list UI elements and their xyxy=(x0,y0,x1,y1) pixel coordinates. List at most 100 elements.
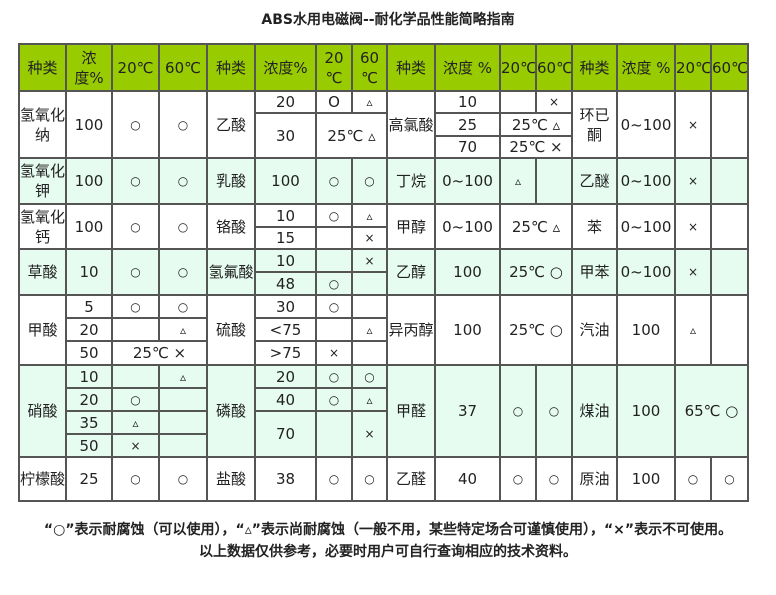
table-cell xyxy=(111,317,160,342)
table-cell: 甲醛 xyxy=(386,364,436,458)
table-cell: 0~100 xyxy=(616,203,676,250)
table-cell: ○ xyxy=(710,456,749,502)
table-cell: 100 xyxy=(434,294,501,366)
table-cell: 70 xyxy=(434,135,501,159)
table-cell xyxy=(158,410,208,435)
table-cell: 10 xyxy=(254,203,317,228)
table-cell: 30 xyxy=(254,294,317,319)
footer-notes: “○”表示耐腐蚀（可以使用），“▵”表示尚耐腐蚀（一般不用，某些特定场合可谨慎使… xyxy=(0,519,776,563)
table-row: 48 ○ xyxy=(19,271,748,296)
table-cell: 10 xyxy=(65,364,113,389)
table-cell: × xyxy=(351,410,388,458)
table-cell: 15 xyxy=(254,226,317,250)
table-cell: ○ xyxy=(158,456,208,502)
table-cell: 异丙醇 xyxy=(386,294,436,366)
table-cell: 苯 xyxy=(571,203,618,250)
table-cell: 煤油 xyxy=(571,364,618,458)
table-cell: 40 xyxy=(254,387,317,412)
table-cell: 100 xyxy=(65,90,113,159)
column-header: 种类 xyxy=(386,43,436,92)
table-cell: × xyxy=(674,248,712,296)
table-cell: 汽油 xyxy=(571,294,618,366)
table-cell: 草酸 xyxy=(18,248,67,296)
table-cell: × xyxy=(351,248,388,273)
column-header: 浓度% xyxy=(254,43,317,92)
table-cell xyxy=(315,226,353,250)
table-row: 硝酸 10 ▵ 磷酸 20 ○ ○ 甲醛 37 ○ ○ 煤油 100 65℃ ○ xyxy=(18,364,749,458)
table-cell: 100 xyxy=(434,248,501,296)
table-cell: ▵ xyxy=(351,387,388,412)
table-cell: ○ xyxy=(315,271,353,296)
table-cell xyxy=(499,90,537,114)
table-cell: 10 xyxy=(65,248,113,296)
table-cell xyxy=(111,364,160,389)
table-cell: ○ xyxy=(351,456,388,502)
table-cell: ○ xyxy=(111,294,160,319)
table-cell xyxy=(158,433,208,458)
table-cell: ▵ xyxy=(499,157,537,205)
table-cell: ○ xyxy=(499,364,537,458)
table-cell: ○ xyxy=(315,157,353,205)
column-header: 20℃ xyxy=(111,43,160,92)
table-cell: 50 xyxy=(65,433,113,458)
disclaimer-note: 以上数据仅供参考，必要时用户可自行查询相应的技术资料。 xyxy=(199,544,577,560)
table-cell: ○ xyxy=(158,248,208,296)
table-cell: ○ xyxy=(111,157,160,205)
table-cell xyxy=(710,294,749,366)
table-cell: 乳酸 xyxy=(206,157,256,205)
table-cell: 氢氟酸 xyxy=(206,248,256,296)
table-cell: 0~100 xyxy=(616,248,676,296)
table-row: 70 25℃ × xyxy=(19,135,748,159)
table-cell: 65℃ ○ xyxy=(674,364,749,458)
table-cell: 25℃ ▵ xyxy=(499,203,573,250)
table-cell: 乙醇 xyxy=(386,248,436,296)
table-cell: 25 xyxy=(434,112,501,137)
table-cell: 20 xyxy=(254,90,317,114)
table-cell: 38 xyxy=(254,456,317,502)
table-cell xyxy=(315,248,353,273)
table-cell: ○ xyxy=(158,157,208,205)
column-header: 60℃ xyxy=(710,43,749,92)
table-cell: 氢氧化钾 xyxy=(18,157,67,205)
table-cell: 20 xyxy=(65,317,113,342)
table-cell: 高氯酸 xyxy=(386,90,436,159)
column-header: 20℃ xyxy=(499,43,537,92)
table-cell: 0~100 xyxy=(434,157,501,205)
table-cell: ▵ xyxy=(351,90,388,114)
table-cell: 原油 xyxy=(571,456,618,502)
table-cell: 25℃ × xyxy=(111,340,208,366)
table-cell: ▵ xyxy=(158,364,208,389)
table-cell: 甲苯 xyxy=(571,248,618,296)
table-cell: ○ xyxy=(351,364,388,389)
table-cell: 甲酸 xyxy=(18,294,67,366)
table-cell: ▵ xyxy=(674,294,712,366)
table-cell xyxy=(710,157,749,205)
table-cell: 0~100 xyxy=(434,203,501,250)
column-header: 浓度% xyxy=(65,43,113,92)
table-cell: 柠檬酸 xyxy=(18,456,67,502)
table-cell: × xyxy=(111,433,160,458)
table-cell: 70 xyxy=(254,410,317,458)
table-cell: 10 xyxy=(434,90,501,114)
table-cell: 50 xyxy=(65,340,113,366)
table-cell: 环已酮 xyxy=(571,90,618,159)
table-cell: ○ xyxy=(315,294,353,319)
table-cell: 硫酸 xyxy=(206,294,256,366)
table-row: 50 × xyxy=(19,433,748,458)
table-cell: ○ xyxy=(111,248,160,296)
table-cell: ○ xyxy=(111,90,160,159)
table-cell: 5 xyxy=(65,294,113,319)
table-cell xyxy=(315,410,353,458)
table-cell: 100 xyxy=(65,203,113,250)
column-header: 20 ℃ xyxy=(315,43,353,92)
column-header: 浓度 % xyxy=(434,43,501,92)
table-cell: 硝酸 xyxy=(18,364,67,458)
table-cell: 乙酸 xyxy=(206,90,256,159)
table-cell: × xyxy=(674,90,712,159)
table-cell: 40 xyxy=(434,456,501,502)
table-cell: ○ xyxy=(111,456,160,502)
table-row: 甲酸 5 ○ ○ 硫酸 30 ○ 异丙醇 100 25℃ ○ 汽油 100 ▵ xyxy=(18,294,749,366)
chemical-resistance-table: 种类 浓度% 20℃ 60℃ 种类 浓度% 20 ℃ 60 ℃ 种类 浓度 % 20℃ 60℃ 种类 浓度… xyxy=(18,43,749,502)
table-cell xyxy=(710,203,749,250)
column-header: 种类 xyxy=(206,43,256,92)
